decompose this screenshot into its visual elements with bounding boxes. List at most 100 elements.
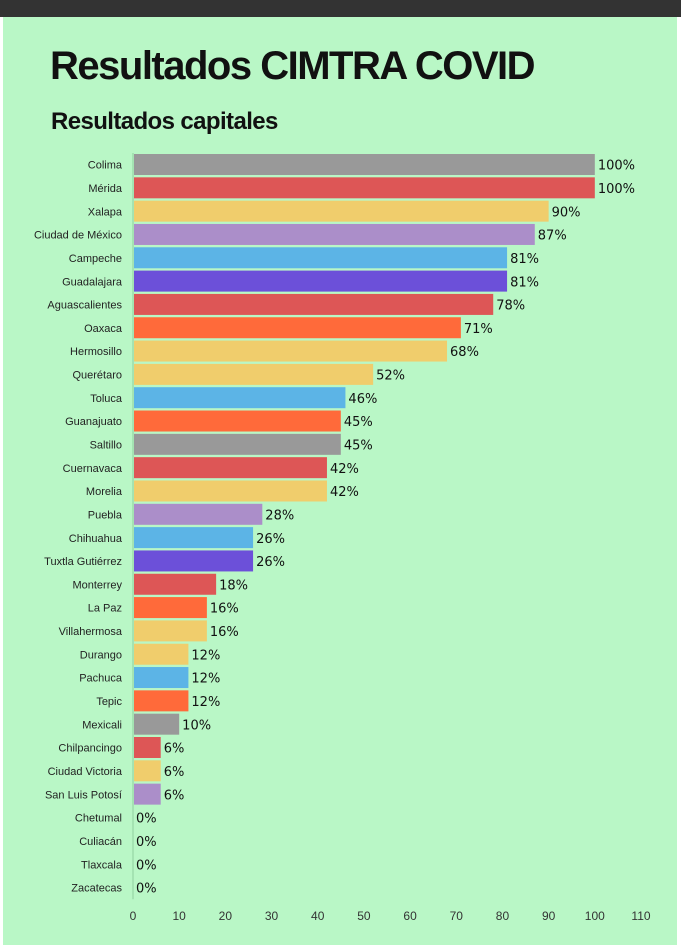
page-title: Resultados CIMTRA COVID <box>50 44 536 88</box>
category-label: Querétaro <box>72 370 122 382</box>
category-label: Colima <box>88 160 123 172</box>
bar <box>134 410 341 432</box>
bar <box>134 783 161 805</box>
category-label: Cuernavaca <box>63 463 123 475</box>
x-tick-label: 70 <box>450 909 464 923</box>
category-label: Hermosillo <box>70 346 122 358</box>
bar <box>134 247 508 269</box>
bar <box>134 317 461 339</box>
x-tick-label: 110 <box>631 909 650 923</box>
category-label: Pachuca <box>79 673 123 685</box>
data-label: 16% <box>210 602 239 617</box>
x-tick-label: 60 <box>403 909 417 923</box>
data-label: 45% <box>344 415 373 430</box>
data-label: 18% <box>219 578 248 593</box>
category-label: Durango <box>80 649 122 661</box>
x-tick-label: 80 <box>496 909 510 923</box>
x-tick-label: 20 <box>219 909 233 923</box>
bar <box>134 643 189 665</box>
data-label: 26% <box>256 532 285 547</box>
x-tick-label: 40 <box>311 909 325 923</box>
bar <box>134 503 263 525</box>
data-label: 10% <box>182 718 211 733</box>
category-label: Puebla <box>88 509 123 521</box>
bar <box>134 550 254 572</box>
category-label: Chilpancingo <box>58 743 122 755</box>
data-label: 16% <box>210 625 239 640</box>
data-label: 100% <box>598 182 635 197</box>
bar <box>134 760 161 782</box>
bar <box>134 667 189 689</box>
category-label: Saltillo <box>90 440 122 452</box>
bar <box>134 363 374 385</box>
data-label: 46% <box>348 392 377 407</box>
bar <box>134 270 508 292</box>
bar <box>134 737 161 758</box>
category-label: Tuxtla Gutiérrez <box>44 556 122 568</box>
bar <box>134 457 327 479</box>
data-label: 45% <box>344 439 373 454</box>
category-label: Guanajuato <box>65 416 122 428</box>
data-label: 81% <box>510 252 539 267</box>
data-label: 6% <box>164 788 185 803</box>
category-label: Aguascalientes <box>47 300 122 312</box>
x-tick-label: 50 <box>357 909 371 923</box>
category-label: Zacatecas <box>71 883 122 895</box>
category-label: Campeche <box>69 253 122 265</box>
x-tick-label: 100 <box>585 909 605 923</box>
category-label: San Luis Potosí <box>45 789 122 801</box>
bar <box>134 573 217 595</box>
category-label: Monterrey <box>72 579 122 591</box>
data-label: 28% <box>265 508 294 523</box>
data-label: 68% <box>450 345 479 360</box>
top-bar <box>0 0 681 17</box>
bar <box>134 527 254 549</box>
data-label: 6% <box>164 742 185 757</box>
x-tick-label: 90 <box>542 909 556 923</box>
category-label: Mérida <box>88 183 123 195</box>
data-label: 87% <box>538 229 567 244</box>
data-label: 52% <box>376 369 405 384</box>
data-label: 12% <box>191 695 220 710</box>
x-tick-label: 0 <box>130 909 137 923</box>
data-label: 81% <box>510 275 539 290</box>
data-label: 26% <box>256 555 285 570</box>
data-label: 100% <box>598 159 635 174</box>
bar <box>134 480 327 502</box>
data-label: 0% <box>136 858 157 873</box>
data-label: 71% <box>464 322 493 337</box>
data-label: 78% <box>496 299 525 314</box>
data-label: 42% <box>330 462 359 477</box>
bar <box>134 154 595 175</box>
category-label: La Paz <box>88 603 122 615</box>
data-label: 0% <box>136 882 157 897</box>
data-label: 6% <box>164 765 185 780</box>
data-label: 12% <box>191 648 220 663</box>
x-tick-label: 10 <box>173 909 187 923</box>
bar <box>134 597 207 619</box>
category-label: Chihuahua <box>69 533 123 545</box>
x-tick-label: 30 <box>265 909 279 923</box>
category-label: Tlaxcala <box>81 859 123 871</box>
bar <box>134 620 207 642</box>
category-label: Mexicali <box>82 719 122 731</box>
data-label: 0% <box>136 835 157 850</box>
category-label: Morelia <box>86 486 123 498</box>
bar <box>134 293 494 315</box>
data-label: 0% <box>136 812 157 827</box>
bar <box>134 177 595 199</box>
bar <box>134 690 189 712</box>
bar <box>134 340 448 362</box>
chart-subtitle: Resultados capitales <box>51 108 278 135</box>
data-label: 42% <box>330 485 359 500</box>
bar <box>134 713 180 735</box>
category-label: Toluca <box>90 393 123 405</box>
data-label: 90% <box>552 205 581 220</box>
category-label: Tepic <box>96 696 122 708</box>
category-label: Guadalajara <box>62 276 123 288</box>
category-label: Ciudad Victoria <box>48 766 123 778</box>
category-label: Villahermosa <box>59 626 123 638</box>
category-label: Chetumal <box>75 813 122 825</box>
category-label: Xalapa <box>88 206 123 218</box>
